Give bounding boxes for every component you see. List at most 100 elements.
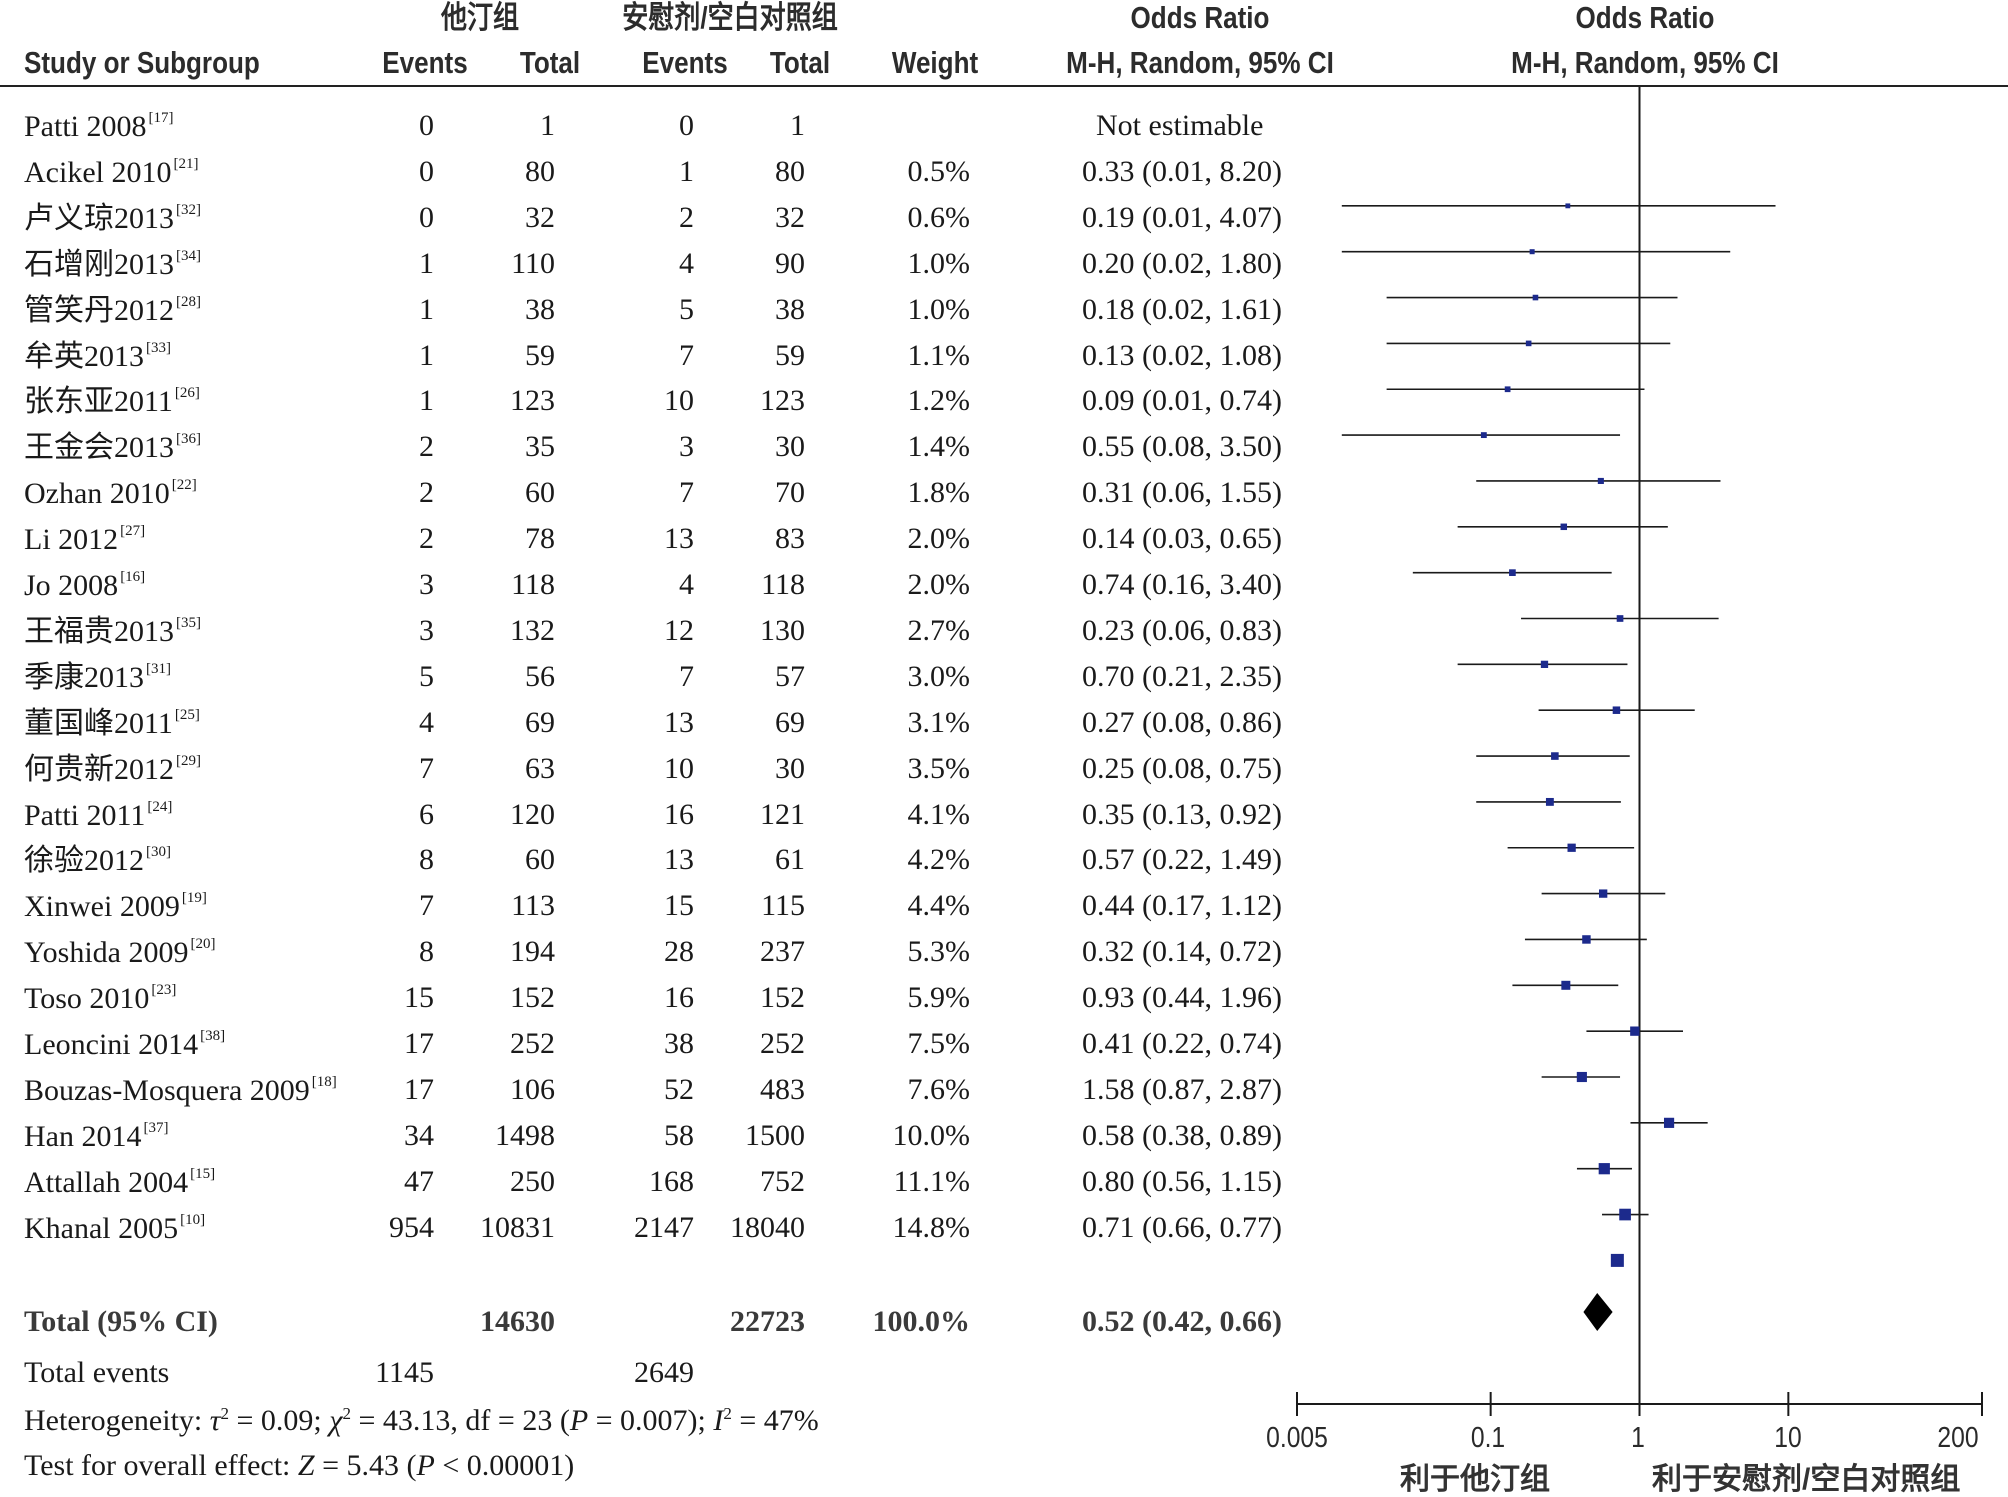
favors-statin-label: 利于他汀组 bbox=[1400, 1463, 1550, 1496]
or-ci-cell: 0.57 (0.22, 1.49) bbox=[1082, 843, 1282, 877]
weight-cell: 1.1% bbox=[907, 338, 971, 372]
study-name: Leoncini 2014 [38] bbox=[24, 1028, 226, 1061]
events2-cell: 12 bbox=[664, 613, 694, 647]
total2-cell: 83 bbox=[775, 522, 805, 556]
total-events2: 2649 bbox=[634, 1356, 694, 1389]
or-ci-cell: 1.58 (0.87, 2.87) bbox=[1082, 1072, 1282, 1106]
heterogeneity-text: Heterogeneity: τ2 = 0.09; χ2 = 43.13, df… bbox=[24, 1404, 819, 1437]
total1-cell: 63 bbox=[525, 751, 555, 785]
total-or-text: 0.52 (0.42, 0.66) bbox=[1082, 1305, 1282, 1338]
study-name: Attallah 2004 [15] bbox=[24, 1165, 216, 1199]
total1-cell: 252 bbox=[510, 1027, 555, 1060]
weight-cell: 3.0% bbox=[907, 659, 971, 693]
events1-cell: 2 bbox=[419, 430, 434, 464]
events2-cell: 0 bbox=[679, 109, 694, 142]
weight-cell: 7.5% bbox=[907, 1027, 971, 1060]
total-total2: 22723 bbox=[730, 1305, 805, 1338]
study-name: Jo 2008 [16] bbox=[24, 569, 146, 602]
or-ci-cell: 0.41 (0.22, 0.74) bbox=[1082, 1027, 1282, 1060]
total1-header: Total bbox=[519, 45, 581, 80]
study-name: 王金会2013 [36] bbox=[24, 431, 201, 465]
favors-control-label: 利于安慰剂/空白对照组 bbox=[1652, 1463, 1961, 1496]
total2-cell: 80 bbox=[775, 154, 805, 188]
events2-cell: 4 bbox=[679, 246, 694, 280]
effect-marker bbox=[1529, 249, 1535, 255]
total1-cell: 194 bbox=[510, 935, 555, 969]
total2-cell: 483 bbox=[760, 1072, 805, 1106]
events1-cell: 34 bbox=[404, 1118, 434, 1152]
axis-tick-label: 200 bbox=[1937, 1422, 1979, 1454]
events2-cell: 10 bbox=[664, 751, 694, 785]
total1-cell: 250 bbox=[510, 1164, 555, 1198]
weight-cell: 4.2% bbox=[907, 843, 971, 877]
total2-cell: 115 bbox=[761, 889, 805, 923]
weight-cell: 0.5% bbox=[907, 154, 971, 188]
effect-marker bbox=[1551, 752, 1559, 760]
or-ci-cell: Not estimable bbox=[1096, 109, 1264, 142]
or-ci-cell: 0.58 (0.38, 0.89) bbox=[1082, 1118, 1282, 1152]
study-name: Bouzas-Mosquera 2009 [18] bbox=[24, 1073, 337, 1107]
total2-cell: 121 bbox=[760, 797, 805, 831]
total1-cell: 120 bbox=[510, 797, 555, 831]
events1-cell: 3 bbox=[419, 568, 434, 601]
or-ci-cell: 0.23 (0.06, 0.83) bbox=[1082, 613, 1282, 647]
total1-cell: 106 bbox=[510, 1072, 555, 1106]
total2-cell: 152 bbox=[760, 981, 805, 1015]
events2-cell: 10 bbox=[664, 384, 694, 418]
total1-cell: 38 bbox=[525, 292, 555, 326]
total1-cell: 35 bbox=[525, 430, 555, 464]
or-ci-cell: 0.19 (0.01, 4.07) bbox=[1082, 200, 1282, 234]
or-ci-cell: 0.74 (0.16, 3.40) bbox=[1082, 568, 1282, 601]
total2-cell: 1500 bbox=[745, 1118, 805, 1152]
events2-cell: 28 bbox=[664, 935, 694, 969]
or-ci-cell: 0.80 (0.56, 1.15) bbox=[1082, 1164, 1282, 1198]
effect-marker bbox=[1597, 477, 1604, 484]
study-name: 张东亚2011 [26] bbox=[24, 385, 200, 419]
total2-cell: 70 bbox=[775, 476, 805, 510]
or-ci-cell: 0.31 (0.06, 1.55) bbox=[1082, 476, 1282, 510]
effect-marker bbox=[1540, 660, 1549, 668]
events2-header: Events bbox=[642, 45, 728, 80]
weight-cell: 2.7% bbox=[907, 613, 971, 647]
events1-cell: 4 bbox=[419, 705, 434, 739]
or-ci-cell: 0.14 (0.03, 0.65) bbox=[1082, 522, 1282, 556]
study-name: 石增刚2013 [34] bbox=[24, 247, 201, 281]
events2-cell: 7 bbox=[679, 476, 694, 510]
study-name: Han 2014 [37] bbox=[24, 1119, 169, 1153]
total2-cell: 252 bbox=[760, 1027, 805, 1060]
axis-tick-label: 1 bbox=[1631, 1422, 1645, 1454]
axis-tick-label: 0.1 bbox=[1470, 1422, 1506, 1454]
or-ci-cell: 0.70 (0.21, 2.35) bbox=[1082, 659, 1282, 693]
total2-cell: 38 bbox=[775, 292, 805, 326]
or-ci-cell: 0.93 (0.44, 1.96) bbox=[1082, 981, 1282, 1015]
total2-cell: 61 bbox=[775, 843, 805, 877]
total2-cell: 59 bbox=[775, 338, 805, 372]
weight-cell: 14.8% bbox=[892, 1210, 971, 1244]
study-name: 卢义琼2013 [32] bbox=[24, 201, 201, 235]
events2-cell: 13 bbox=[664, 705, 694, 739]
events1-cell: 0 bbox=[419, 154, 434, 188]
total-label: Total (95% CI) bbox=[24, 1305, 218, 1338]
study-name: Patti 2008 [17] bbox=[24, 110, 174, 143]
total1-cell: 152 bbox=[510, 981, 555, 1015]
method-left-header: M-H, Random, 95% CI bbox=[1066, 45, 1334, 80]
events1-cell: 8 bbox=[419, 843, 434, 877]
weight-cell: 1.0% bbox=[907, 292, 971, 326]
effect-marker bbox=[1616, 615, 1624, 622]
events1-cell: 954 bbox=[389, 1210, 434, 1244]
total2-cell: 237 bbox=[760, 935, 805, 969]
weight-cell: 3.1% bbox=[907, 705, 971, 739]
total1-cell: 113 bbox=[511, 889, 555, 923]
effect-marker bbox=[1561, 980, 1571, 990]
study-column-header: Study or Subgroup bbox=[24, 45, 260, 80]
total1-cell: 132 bbox=[510, 613, 555, 647]
total1-cell: 32 bbox=[525, 200, 555, 234]
study-name: Li 2012 [27] bbox=[24, 523, 146, 557]
total2-cell: 30 bbox=[775, 751, 805, 785]
effect-marker bbox=[1545, 797, 1554, 806]
events1-header: Events bbox=[382, 45, 468, 80]
effect-marker bbox=[1567, 843, 1576, 852]
odds-ratio-right-header: Odds Ratio bbox=[1575, 0, 1715, 35]
study-name: 董国峰2011 [25] bbox=[24, 706, 200, 740]
